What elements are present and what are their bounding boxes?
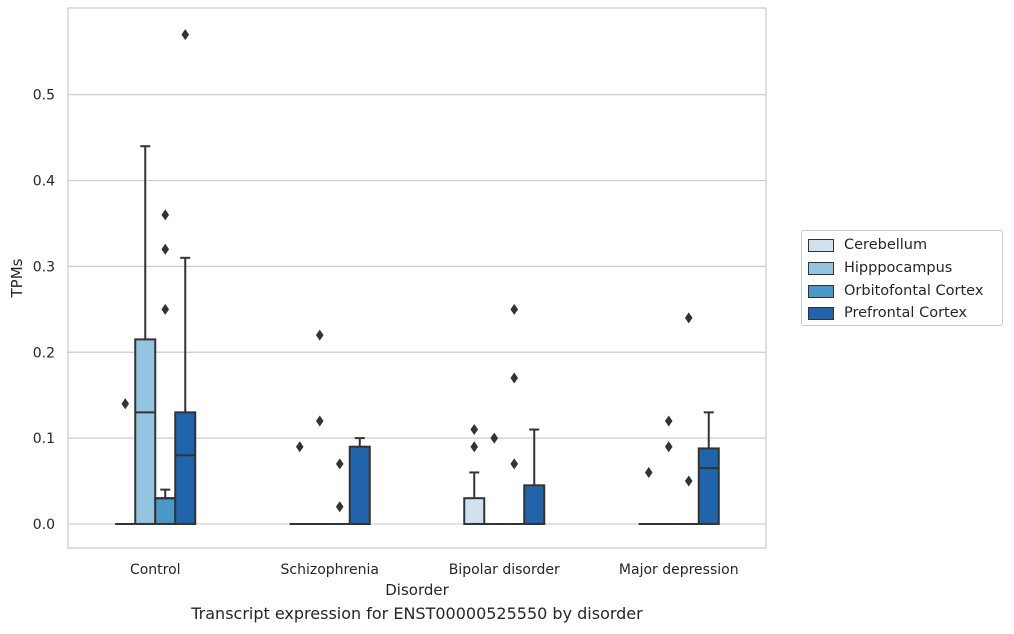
box [174, 29, 197, 525]
plot-area [68, 8, 766, 548]
box [697, 411, 720, 525]
y-tick-label: 0.0 [33, 517, 55, 533]
box-series-group [115, 398, 659, 525]
outlier-point [335, 458, 344, 470]
outlier-point [295, 441, 304, 453]
x-tick-label: Schizophrenia [281, 562, 379, 578]
box [154, 209, 177, 525]
outlier-point [510, 372, 519, 384]
outlier-point [335, 501, 344, 513]
outlier-point [684, 312, 693, 324]
legend-label: Orbitofontal Cortex [844, 283, 984, 299]
y-tick-label: 0.5 [33, 88, 55, 104]
x-tick-label: Control [130, 562, 181, 578]
y-axis-label: TPMs [8, 258, 26, 298]
y-tick-label: 0.2 [33, 345, 55, 361]
legend-item: Orbitofontal Cortex [808, 281, 983, 301]
box-body [523, 484, 546, 525]
box [329, 458, 350, 525]
box-body [154, 497, 177, 525]
legend-swatch [808, 284, 834, 298]
plot-frame [67, 7, 767, 549]
outlier-point [664, 415, 673, 427]
legend-label: Prefrontal Cortex [844, 305, 967, 321]
outlier-point [490, 432, 499, 444]
legend-label: Cerebellum [844, 237, 928, 253]
outlier-point [470, 424, 479, 436]
legend-swatch [808, 306, 834, 320]
legend: Cerebellum Hipppocampus Orbitofontal Cor… [801, 230, 1003, 326]
box [463, 424, 486, 525]
box [504, 303, 525, 525]
box [678, 312, 699, 525]
box [638, 466, 659, 525]
box-series-group [154, 209, 699, 525]
box-body [174, 411, 197, 525]
legend-item: Prefrontal Cortex [808, 303, 967, 323]
y-tick-label: 0.3 [33, 259, 55, 275]
outlier-point [510, 303, 519, 315]
outlier-point [181, 29, 190, 41]
box [348, 437, 371, 525]
box-body [463, 497, 486, 525]
box [523, 428, 546, 525]
legend-item: Cerebellum [808, 235, 927, 255]
box [309, 329, 330, 525]
box-body [697, 447, 720, 525]
chart-caption: Transcript expression for ENST0000052555… [191, 604, 643, 623]
outlier-point [161, 243, 170, 255]
outlier-point [510, 458, 519, 470]
legend-label: Hipppocampus [844, 260, 953, 276]
outlier-point [121, 398, 130, 410]
outlier-point [161, 303, 170, 315]
box-series [115, 29, 720, 525]
box-series-group [134, 145, 679, 525]
box [484, 432, 505, 525]
x-axis-label: Disorder [385, 581, 449, 599]
outlier-point [470, 441, 479, 453]
x-tick-labels: Control Schizophrenia Bipolar disorder Majo… [130, 562, 739, 578]
x-tick-label: Major depression [619, 562, 739, 578]
box-body [348, 445, 371, 525]
box-series-group [174, 29, 720, 525]
box [115, 398, 136, 525]
y-tick-labels: 0.0 0.1 0.2 0.3 0.4 0.5 [33, 88, 55, 533]
box [134, 145, 157, 525]
outlier-point [161, 209, 170, 221]
box-body [134, 338, 157, 525]
outlier-point [315, 415, 324, 427]
outlier-point [644, 466, 653, 478]
y-tick-label: 0.4 [33, 174, 55, 190]
legend-swatch [808, 261, 834, 275]
legend-item: Hipppocampus [808, 258, 952, 278]
legend-swatch [808, 238, 834, 252]
x-tick-label: Bipolar disorder [449, 562, 560, 578]
outlier-point [315, 329, 324, 341]
box [289, 441, 310, 525]
outlier-point [664, 441, 673, 453]
y-tick-label: 0.1 [33, 431, 55, 447]
outlier-point [684, 475, 693, 487]
box [658, 415, 679, 525]
